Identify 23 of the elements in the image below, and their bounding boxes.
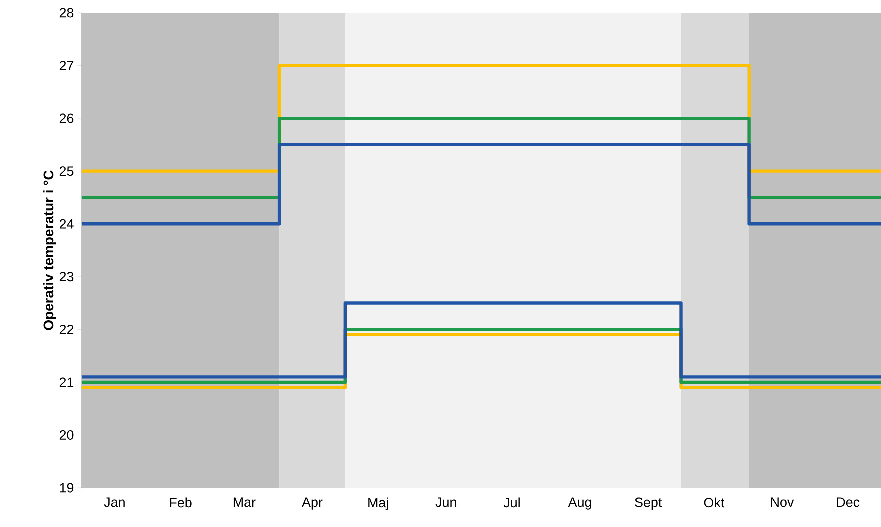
x-tick-label: Maj (368, 498, 388, 510)
y-tick-label: 24 (60, 219, 74, 229)
y-tick-label: 26 (60, 114, 74, 124)
y-tick-label: 28 (60, 8, 74, 18)
y-tick-label: 20 (60, 430, 74, 440)
x-tick-label: Jan (104, 498, 125, 508)
x-tick-label: Apr (302, 498, 323, 510)
y-tick-label: 19 (60, 483, 74, 493)
y-axis-title: Operativ temperatur i °C (43, 170, 56, 330)
y-tick-label: 23 (60, 272, 74, 282)
x-tick-label: Okt (704, 498, 725, 508)
x-tick-label: Jun (436, 498, 456, 508)
y-tick-label: 21 (60, 378, 74, 388)
y-tick-label: 22 (60, 324, 74, 334)
x-tick-label: Sept (635, 498, 662, 510)
x-tick-label: Aug (568, 498, 592, 510)
x-tick-label: Nov (771, 498, 794, 508)
y-tick-label: 27 (60, 61, 74, 70)
x-tick-label: Mar (234, 498, 256, 508)
x-tick-label: Feb (170, 498, 192, 508)
y-tick-label: 25 (60, 166, 74, 176)
x-tick-label: Dec (837, 498, 860, 508)
x-tick-label: Jul (504, 498, 520, 508)
